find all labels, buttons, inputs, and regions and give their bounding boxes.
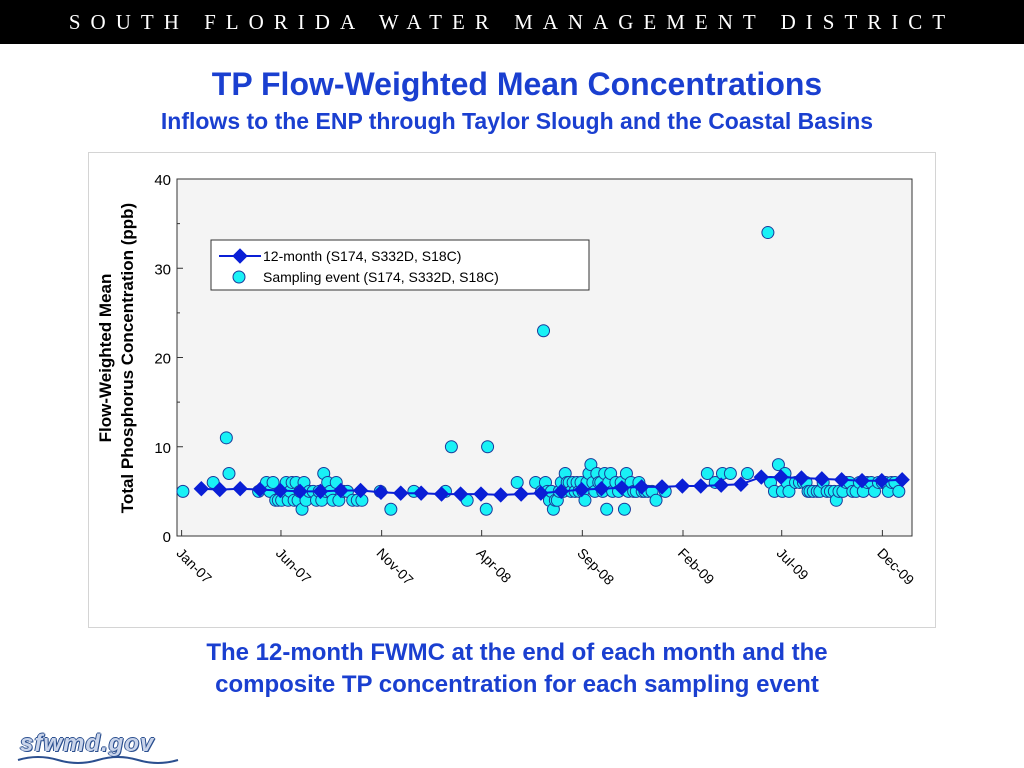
12-month-point bbox=[312, 483, 329, 500]
sampling-event-point bbox=[892, 484, 906, 498]
12-month-point bbox=[733, 476, 749, 492]
legend-diamond-marker bbox=[232, 248, 248, 264]
12-month-point bbox=[352, 482, 369, 499]
sampling-event-point bbox=[537, 324, 551, 338]
y-tick-label: 0 bbox=[163, 529, 171, 546]
12-month-point bbox=[232, 480, 248, 497]
x-tick-label: Apr-08 bbox=[474, 545, 515, 586]
12-month-point bbox=[773, 469, 789, 485]
slide-caption: The 12-month FWMC at the end of each mon… bbox=[0, 637, 1024, 701]
sampling-event-point bbox=[600, 502, 614, 516]
y-tick-label: 40 bbox=[154, 172, 171, 189]
sampling-event-point bbox=[761, 226, 775, 240]
12-month-point bbox=[452, 486, 469, 502]
tp-fwmc-chart: Flow-Weighted Mean Total Phosphorus Conc… bbox=[96, 172, 918, 588]
header-bar bbox=[0, 0, 1024, 44]
sampling-event-point bbox=[740, 467, 754, 481]
y-axis-label-line2: Total Phosphorus Concentration (ppb) bbox=[118, 203, 137, 513]
organization-banner: SOUTH FLORIDA WATER MANAGEMENT DISTRICT bbox=[68, 10, 956, 34]
12-month-point bbox=[513, 486, 529, 502]
12-month-point bbox=[693, 478, 709, 494]
legend-box bbox=[210, 239, 590, 291]
12-month-point bbox=[212, 481, 228, 498]
sampling-event-point bbox=[176, 484, 190, 498]
y-tick-label: 20 bbox=[154, 351, 171, 368]
12-month-point bbox=[753, 469, 770, 485]
12-month-point bbox=[874, 472, 890, 489]
12-month-point bbox=[393, 485, 409, 501]
12-month-point bbox=[533, 485, 549, 501]
12-month-point bbox=[894, 472, 910, 488]
sampling-event-point bbox=[584, 458, 598, 472]
12-month-point bbox=[674, 478, 691, 494]
y-tick-label: 30 bbox=[154, 261, 171, 278]
12-month-point bbox=[833, 472, 850, 488]
12-month-point bbox=[854, 472, 870, 489]
x-tick-label: Jul-09 bbox=[774, 545, 812, 583]
12-month-point bbox=[433, 486, 450, 502]
sampling-event-point bbox=[444, 440, 458, 454]
y-tick-label: 10 bbox=[154, 440, 171, 457]
12-month-point bbox=[654, 479, 670, 495]
sampling-event-point bbox=[771, 458, 785, 472]
sampling-event-point bbox=[481, 440, 495, 454]
legend-label-sampling: Sampling event (S174, S332D, S18C) bbox=[263, 269, 499, 285]
y-axis-label-line1: Flow-Weighted Mean bbox=[96, 274, 115, 443]
sampling-event-point bbox=[222, 467, 236, 481]
12-month-point bbox=[333, 482, 349, 499]
sampling-event-point bbox=[578, 493, 592, 507]
x-tick-label: Nov-07 bbox=[374, 545, 417, 588]
12-month-point bbox=[272, 482, 289, 499]
sampling-event-point bbox=[649, 493, 663, 507]
legend-label-12month: 12-month (S174, S332D, S18C) bbox=[263, 248, 461, 264]
12-month-point bbox=[553, 483, 569, 500]
12-month-point bbox=[614, 480, 630, 496]
12-month-point bbox=[713, 477, 729, 493]
12-month-point bbox=[493, 487, 509, 503]
12-month-point bbox=[573, 481, 590, 498]
sampling-event-point bbox=[384, 502, 398, 516]
12-month-series bbox=[193, 469, 910, 503]
sfwmd-logo: sfwmd.gov bbox=[20, 730, 155, 757]
12-month-point bbox=[473, 486, 489, 502]
sampling-event-point bbox=[219, 431, 233, 445]
chart-frame: Flow-Weighted Mean Total Phosphorus Conc… bbox=[88, 152, 936, 628]
sampling-event-point bbox=[510, 475, 524, 489]
12-month-point bbox=[292, 483, 308, 500]
12-month-point bbox=[814, 471, 830, 487]
sampling-event-point bbox=[617, 502, 631, 516]
legend-circle-marker bbox=[232, 270, 246, 284]
caption-line-2: composite TP concentration for each samp… bbox=[215, 671, 819, 698]
logo-wave-icon bbox=[17, 756, 179, 764]
12-month-point bbox=[193, 480, 210, 497]
caption-line-1: The 12-month FWMC at the end of each mon… bbox=[206, 639, 828, 666]
12-month-point bbox=[633, 479, 650, 495]
sampling-event-point bbox=[479, 502, 493, 516]
x-tick-label: Feb-09 bbox=[675, 545, 718, 588]
x-tick-label: Sep-08 bbox=[574, 545, 617, 588]
12-month-point bbox=[793, 470, 810, 486]
sampling-event-point bbox=[782, 484, 796, 498]
12-month-point bbox=[373, 484, 389, 500]
12-month-point bbox=[252, 481, 268, 498]
sampling-event-point bbox=[700, 467, 714, 481]
12-month-point bbox=[593, 480, 610, 497]
slide-title: TP Flow-Weighted Mean Concentrations bbox=[211, 66, 823, 102]
sampling-event-point bbox=[266, 475, 280, 489]
slide-subtitle: Inflows to the ENP through Taylor Slough… bbox=[160, 108, 874, 134]
x-tick-label: Dec-09 bbox=[874, 545, 917, 588]
chart-legend: 12-month (S174, S332D, S18C) Sampling ev… bbox=[210, 239, 590, 291]
sampling-event-point bbox=[723, 467, 737, 481]
x-tick-label: Jan-07 bbox=[173, 545, 215, 587]
x-tick-label: Jun-07 bbox=[273, 545, 315, 587]
12-month-point bbox=[413, 485, 429, 501]
